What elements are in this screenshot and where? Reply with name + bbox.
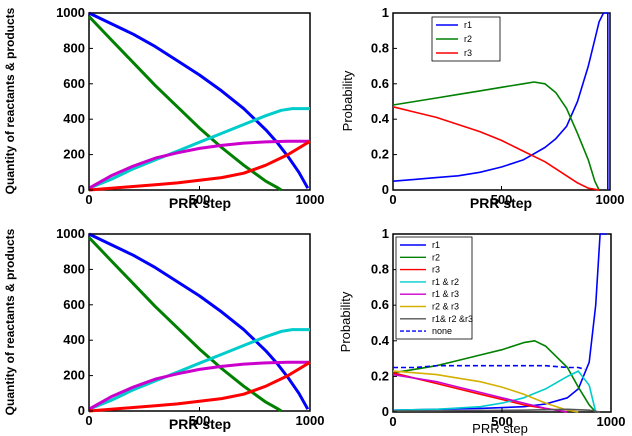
y-tick-label: 0.8 — [371, 40, 389, 55]
y-tick-label: 600 — [63, 76, 85, 91]
legend-label: r2 & r3 — [432, 302, 459, 312]
y-tick-label: 0.8 — [371, 262, 389, 277]
series-line-5 — [88, 361, 311, 413]
legend-label: r3 — [432, 265, 440, 275]
series-line-1 — [392, 233, 607, 411]
x-tick-label: 500 — [189, 192, 211, 207]
x-tick-label: 1000 — [596, 192, 625, 207]
x-tick-label: 0 — [389, 414, 396, 429]
x-tick-label: 500 — [491, 192, 513, 207]
x-tick-label: 0 — [85, 413, 92, 428]
y-tick-label: 0.6 — [371, 297, 389, 312]
y-tick-label: 0 — [78, 403, 85, 418]
chart-bottom-right: 0 0.2 0.4 0.6 0.8 1 0 500 1000 PRR step Probabil… — [338, 226, 625, 436]
y-tick-label: 1000 — [56, 226, 85, 241]
legend: r1 r2 r3 r1 & r2 r1 & r3 r2 & r3 r1& r2 &r3 non… — [395, 236, 473, 340]
series-line-2 — [392, 81, 600, 191]
series-line-5 — [392, 373, 568, 413]
plot-frame — [392, 12, 611, 191]
x-axis-label: PRR step — [169, 195, 231, 211]
x-axis-label: PRR step — [470, 195, 532, 211]
x-tick-label: 0 — [389, 192, 396, 207]
legend: r1 r2 r3 — [431, 16, 501, 62]
series-line-6 — [392, 370, 579, 413]
series-line-1 — [88, 11, 310, 189]
y-tick-label: 0.4 — [371, 333, 390, 348]
x-tick-label: 500 — [491, 414, 513, 429]
y-tick-label: 0 — [78, 182, 85, 197]
plot-frame — [88, 12, 311, 191]
legend-label: r1 — [432, 240, 440, 250]
legend-label: r2 — [464, 34, 472, 44]
series-line-4 — [88, 360, 310, 411]
legend-label: none — [432, 326, 452, 336]
legend-box — [395, 236, 473, 340]
chart-top-right: 0 0.2 0.4 0.6 0.8 1 0 500 1000 PRR step Probabil… — [340, 5, 624, 211]
x-axis-label: PRR step — [169, 416, 231, 432]
series-line-4 — [392, 370, 597, 413]
series-line-1 — [88, 232, 310, 410]
x-tick-label: 1000 — [597, 414, 626, 429]
series-line-4 — [88, 139, 310, 190]
x-axis-label: PRR step — [472, 421, 528, 436]
y-tick-label: 0.2 — [371, 147, 389, 162]
y-tick-label: 0.2 — [371, 368, 389, 383]
y-tick-label: 1000 — [56, 5, 85, 20]
legend-label: r3 — [464, 48, 472, 58]
y-tick-label: 0 — [382, 404, 389, 419]
x-tick-label: 500 — [189, 413, 211, 428]
series-line-3 — [392, 106, 600, 191]
y-tick-label: 800 — [63, 40, 85, 55]
y-tick-label: 0 — [382, 182, 389, 197]
plot-frame — [88, 233, 311, 412]
series-line-3 — [88, 107, 310, 190]
legend-label: r2 — [432, 252, 440, 262]
y-tick-label: 0.4 — [371, 111, 390, 126]
legend-label: r1 — [464, 20, 472, 30]
series-line-7 — [392, 408, 601, 413]
series-line-2 — [87, 15, 283, 192]
y-axis-label: Probability — [340, 70, 355, 131]
y-axis-label: Quantity of reactants & products — [3, 228, 17, 415]
y-tick-label: 0.6 — [371, 76, 389, 91]
legend-label: r1& r2 &r3 — [432, 314, 473, 324]
y-tick-label: 400 — [63, 111, 85, 126]
y-axis-label: Quantity of reactants & products — [3, 7, 17, 194]
x-tick-label: 1000 — [296, 192, 325, 207]
y-tick-label: 1 — [382, 226, 389, 241]
x-tick-label: 0 — [85, 192, 92, 207]
chart-top-left: 0 200 400 600 800 1000 0 500 1000 PRR step Quant… — [3, 5, 324, 211]
legend-label: r1 & r3 — [432, 289, 459, 299]
chart-bottom-left: 0 200 400 600 800 1000 0 500 1000 PRR step Quant… — [3, 226, 324, 432]
y-tick-label: 600 — [63, 297, 85, 312]
series-line-8 — [393, 364, 586, 371]
y-tick-label: 200 — [63, 147, 85, 162]
y-tick-label: 400 — [63, 332, 85, 347]
x-tick-label: 1000 — [296, 413, 325, 428]
y-tick-label: 200 — [63, 368, 85, 383]
legend-label: r1 & r2 — [432, 277, 459, 287]
y-tick-label: 800 — [63, 261, 85, 276]
y-axis-label: Probability — [338, 291, 353, 352]
series-line-2 — [87, 236, 283, 413]
series-line-1 — [392, 12, 609, 190]
series-line-5 — [88, 140, 311, 192]
series-line-3 — [88, 328, 310, 411]
y-tick-label: 1 — [382, 5, 389, 20]
